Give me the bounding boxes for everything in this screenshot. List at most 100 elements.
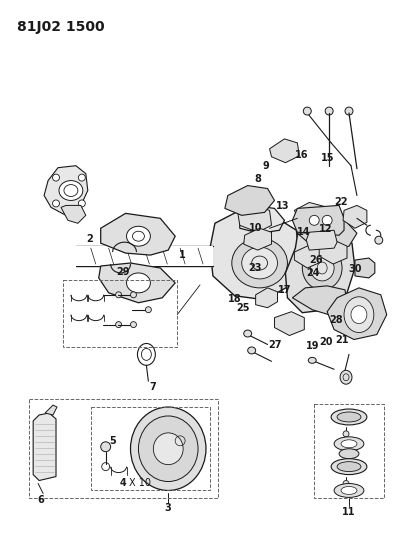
Text: 18: 18	[228, 294, 242, 304]
Bar	[29, 399, 218, 498]
Ellipse shape	[344, 297, 374, 333]
Ellipse shape	[334, 483, 364, 497]
Ellipse shape	[252, 211, 267, 227]
Polygon shape	[240, 206, 284, 233]
Ellipse shape	[337, 462, 361, 472]
Ellipse shape	[303, 107, 311, 115]
Ellipse shape	[345, 107, 353, 115]
Text: 29: 29	[117, 267, 130, 277]
Ellipse shape	[53, 174, 59, 181]
Polygon shape	[319, 240, 347, 264]
Polygon shape	[294, 245, 321, 268]
Ellipse shape	[317, 221, 337, 239]
Polygon shape	[343, 205, 367, 228]
Ellipse shape	[322, 215, 332, 225]
Ellipse shape	[131, 292, 136, 298]
Ellipse shape	[341, 487, 357, 495]
Ellipse shape	[79, 200, 85, 207]
Polygon shape	[292, 286, 347, 316]
Ellipse shape	[138, 416, 198, 481]
Ellipse shape	[351, 306, 367, 324]
Text: 30: 30	[348, 264, 362, 274]
Ellipse shape	[341, 440, 357, 448]
Ellipse shape	[375, 236, 383, 244]
Polygon shape	[306, 230, 337, 250]
Ellipse shape	[153, 433, 183, 465]
Ellipse shape	[339, 449, 359, 459]
Polygon shape	[274, 312, 304, 336]
Ellipse shape	[331, 459, 367, 474]
Ellipse shape	[325, 107, 333, 115]
Ellipse shape	[131, 407, 206, 490]
Ellipse shape	[244, 330, 252, 337]
Ellipse shape	[343, 481, 349, 487]
Ellipse shape	[145, 306, 151, 313]
Text: X 10: X 10	[129, 478, 151, 488]
Ellipse shape	[343, 431, 349, 437]
Ellipse shape	[334, 437, 364, 451]
Text: 6: 6	[38, 495, 44, 505]
Text: 16: 16	[295, 150, 308, 160]
Ellipse shape	[116, 321, 122, 328]
Text: 11: 11	[342, 507, 356, 518]
Bar	[91, 407, 210, 490]
Ellipse shape	[242, 247, 278, 279]
Polygon shape	[61, 205, 86, 223]
Text: 2: 2	[86, 234, 93, 244]
Text: 23: 23	[249, 263, 262, 272]
Ellipse shape	[309, 215, 319, 225]
Text: 7: 7	[149, 382, 156, 392]
Ellipse shape	[302, 246, 342, 290]
Text: 20: 20	[319, 337, 333, 346]
Ellipse shape	[310, 255, 334, 281]
Polygon shape	[299, 250, 329, 266]
Polygon shape	[244, 228, 271, 250]
Text: 13: 13	[276, 200, 289, 211]
Text: 12: 12	[319, 224, 333, 235]
Text: 10: 10	[249, 223, 263, 233]
Bar	[63, 280, 177, 348]
Text: 8: 8	[255, 174, 262, 184]
Ellipse shape	[138, 343, 155, 365]
Text: 19: 19	[306, 341, 319, 351]
Ellipse shape	[53, 200, 59, 207]
Ellipse shape	[308, 357, 316, 364]
Ellipse shape	[127, 227, 150, 246]
Ellipse shape	[340, 370, 352, 384]
Polygon shape	[256, 288, 278, 308]
Ellipse shape	[101, 442, 111, 452]
Polygon shape	[298, 213, 357, 250]
Text: 28: 28	[329, 316, 343, 326]
Text: 26: 26	[309, 255, 323, 265]
Ellipse shape	[248, 347, 256, 354]
Text: 81J02 1500: 81J02 1500	[17, 20, 105, 34]
Text: 3: 3	[165, 503, 172, 513]
Text: 22: 22	[334, 197, 348, 207]
Ellipse shape	[131, 321, 136, 328]
Text: 1: 1	[179, 250, 186, 260]
Text: 9: 9	[263, 161, 269, 171]
Text: 17: 17	[278, 285, 292, 295]
Polygon shape	[101, 213, 175, 255]
Polygon shape	[327, 288, 387, 340]
Polygon shape	[294, 203, 327, 227]
Ellipse shape	[232, 238, 287, 288]
Polygon shape	[76, 246, 213, 266]
Polygon shape	[210, 211, 299, 300]
Polygon shape	[225, 185, 274, 215]
Ellipse shape	[127, 273, 150, 293]
Text: 25: 25	[236, 303, 250, 313]
Bar	[314, 404, 384, 498]
Ellipse shape	[116, 292, 122, 298]
Text: 21: 21	[335, 335, 348, 344]
Text: 14: 14	[297, 227, 311, 237]
Polygon shape	[33, 413, 56, 481]
Text: 27: 27	[269, 340, 282, 350]
Text: 24: 24	[307, 268, 320, 278]
Text: 4: 4	[119, 478, 126, 488]
Polygon shape	[355, 258, 375, 278]
Polygon shape	[99, 263, 175, 303]
Ellipse shape	[79, 174, 85, 181]
Polygon shape	[45, 405, 57, 415]
Ellipse shape	[337, 412, 361, 422]
